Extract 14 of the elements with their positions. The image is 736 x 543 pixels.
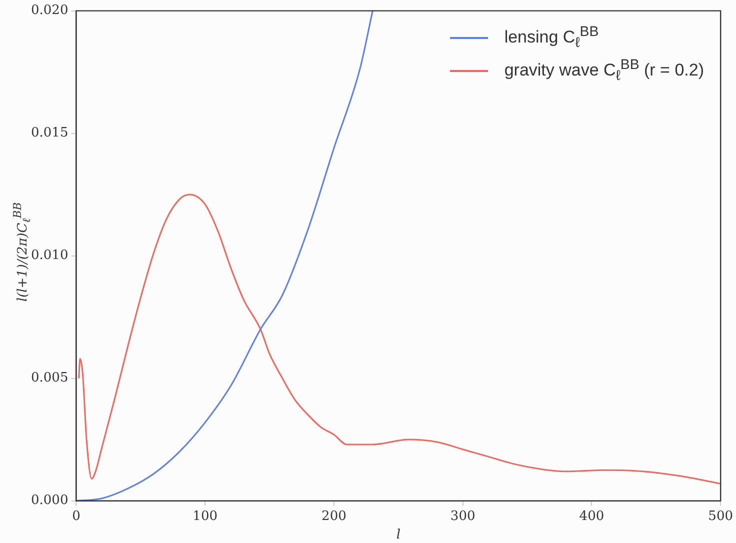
x-tick-label: 300 bbox=[450, 508, 476, 524]
x-tick-label: 500 bbox=[708, 508, 734, 524]
x-axis-title: l bbox=[396, 528, 400, 543]
x-tick-label: 0 bbox=[72, 508, 80, 524]
y-tick-label: 0.000 bbox=[31, 493, 68, 508]
y-tick-label: 0.020 bbox=[31, 3, 68, 18]
x-tick-label: 200 bbox=[322, 508, 346, 524]
y-tick-label: 0.010 bbox=[31, 248, 68, 264]
legend-label: gravity wave C$_{ℓ}$$^{BB}$ (r = 0.2) bbox=[504, 57, 704, 84]
y-tick-label: 0.015 bbox=[31, 126, 68, 141]
x-tick-label: 100 bbox=[192, 508, 218, 524]
line-series bbox=[78, 194, 721, 484]
y-tick-label: 0.005 bbox=[31, 370, 68, 386]
x-tick-label: 400 bbox=[579, 508, 604, 524]
